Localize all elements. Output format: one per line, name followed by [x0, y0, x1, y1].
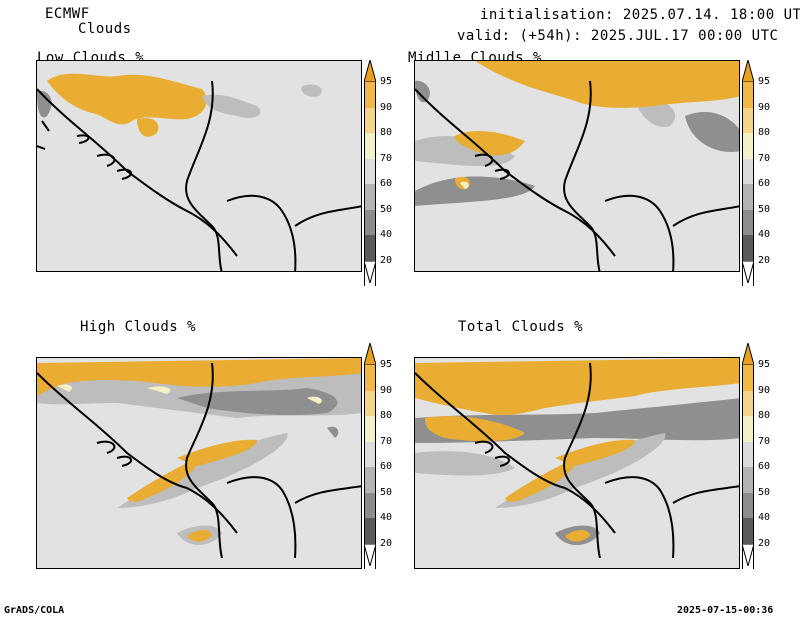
- colorbar-high: 95 90 80 70 60 50 40 20: [364, 343, 392, 573]
- colorbar-segment: [364, 158, 376, 184]
- colorbar-segment: [364, 492, 376, 518]
- colorbar-label: 40: [758, 512, 771, 523]
- colorbar-label: 95: [758, 359, 771, 370]
- colorbar-label: 90: [380, 384, 393, 396]
- colorbar-segment: [364, 518, 376, 544]
- colorbar-segment: [742, 492, 754, 518]
- colorbar-bottom-arrow: [742, 543, 754, 566]
- colorbar-label: 50: [758, 486, 771, 498]
- colorbar-segment: [742, 518, 754, 544]
- colorbar-segment: [364, 235, 376, 261]
- valid-time: valid: (+54h): 2025.JUL.17 00:00 UTC: [457, 28, 779, 44]
- colorbar-label: 50: [380, 486, 393, 498]
- borders-total: [415, 362, 739, 558]
- colorbar-label: 70: [380, 435, 393, 447]
- colorbar-label: 80: [380, 127, 393, 138]
- colorbar-segment: [742, 390, 754, 416]
- colorbar-label: 80: [758, 410, 771, 421]
- colorbar-segment: [364, 107, 376, 133]
- colorbar-label: 60: [758, 178, 771, 189]
- footer-timestamp: 2025-07-15-00:36: [677, 605, 774, 616]
- colorbar-middle: 95 90 80 70 60 50 40 20: [742, 60, 770, 290]
- colorbar-segment: [742, 365, 754, 391]
- colorbar-label: 60: [380, 461, 393, 472]
- colorbar-segment: [364, 365, 376, 391]
- colorbar-label: 50: [758, 203, 771, 215]
- map-panel-middle-clouds: [414, 60, 740, 272]
- colorbar-label: 20: [758, 254, 771, 266]
- colorbar-segment: [364, 467, 376, 493]
- colorbar-bottom-arrow: [364, 543, 376, 566]
- colorbar-segment: [742, 82, 754, 108]
- colorbar-label: 90: [758, 101, 771, 113]
- colorbar-bottom-arrow: [742, 260, 754, 283]
- borders-middle: [415, 80, 739, 271]
- colorbar-label: 40: [380, 229, 393, 240]
- colorbar-label: 40: [758, 229, 771, 240]
- map-panel-low-clouds: [36, 60, 362, 272]
- colorbar-segment: [364, 133, 376, 159]
- colorbar-top-arrow: [742, 343, 754, 365]
- colorbar-segment: [364, 441, 376, 467]
- panel-title-high: High Clouds %: [80, 319, 197, 335]
- colorbar-segment: [364, 390, 376, 416]
- colorbar-segment: [364, 82, 376, 108]
- colorbar-top-arrow: [742, 60, 754, 82]
- colorbar-label: 50: [380, 203, 393, 215]
- cloud-field-high: [37, 358, 361, 542]
- colorbar-segment: [364, 209, 376, 235]
- colorbar-segment: [742, 184, 754, 210]
- colorbar-label: 70: [758, 152, 771, 164]
- colorbar-bottom-arrow: [364, 260, 376, 283]
- colorbar-label: 60: [380, 178, 393, 189]
- colorbar-label: 20: [380, 537, 393, 549]
- initialisation-time: initialisation: 2025.07.14. 18:00 UTC: [480, 7, 800, 23]
- borders-low: [37, 80, 361, 271]
- colorbar-top-arrow: [364, 60, 376, 82]
- panel-title-total: Total Clouds %: [458, 319, 584, 335]
- colorbar-label: 90: [758, 384, 771, 396]
- colorbar-segment: [742, 416, 754, 442]
- colorbar-top-arrow: [364, 343, 376, 365]
- colorbar-segment: [742, 158, 754, 184]
- colorbar-label: 80: [758, 127, 771, 138]
- colorbar-low: 95 90 80 70 60 50 40 20: [364, 60, 392, 290]
- colorbar-label: 20: [380, 254, 393, 266]
- colorbar-total: 95 90 80 70 60 50 40 20: [742, 343, 770, 573]
- colorbar-segment: [742, 441, 754, 467]
- colorbar-label: 95: [380, 359, 393, 370]
- colorbar-label: 95: [758, 76, 771, 87]
- colorbar-segment: [742, 467, 754, 493]
- cloud-field-total: [415, 358, 739, 542]
- colorbar-label: 20: [758, 537, 771, 549]
- colorbar-label: 95: [380, 76, 393, 87]
- colorbar-segment: [742, 209, 754, 235]
- colorbar-segment: [364, 184, 376, 210]
- colorbar-label: 70: [380, 152, 393, 164]
- model-name: ECMWF: [45, 6, 90, 22]
- cloud-field-middle: [455, 61, 739, 190]
- map-panel-total-clouds: [414, 357, 740, 569]
- colorbar-segment: [364, 416, 376, 442]
- colorbar-label: 80: [380, 410, 393, 421]
- footer-credit: GrADS/COLA: [4, 605, 65, 616]
- map-panel-high-clouds: [36, 357, 362, 569]
- colorbar-segment: [742, 235, 754, 261]
- colorbar-segment: [742, 107, 754, 133]
- borders-high: [37, 362, 361, 558]
- colorbar-label: 40: [380, 512, 393, 523]
- colorbar-label: 70: [758, 435, 771, 447]
- colorbar-segment: [742, 133, 754, 159]
- field-name: Clouds: [78, 21, 132, 37]
- colorbar-label: 60: [758, 461, 771, 472]
- colorbar-label: 90: [380, 101, 393, 113]
- cloud-field-low: [47, 73, 207, 137]
